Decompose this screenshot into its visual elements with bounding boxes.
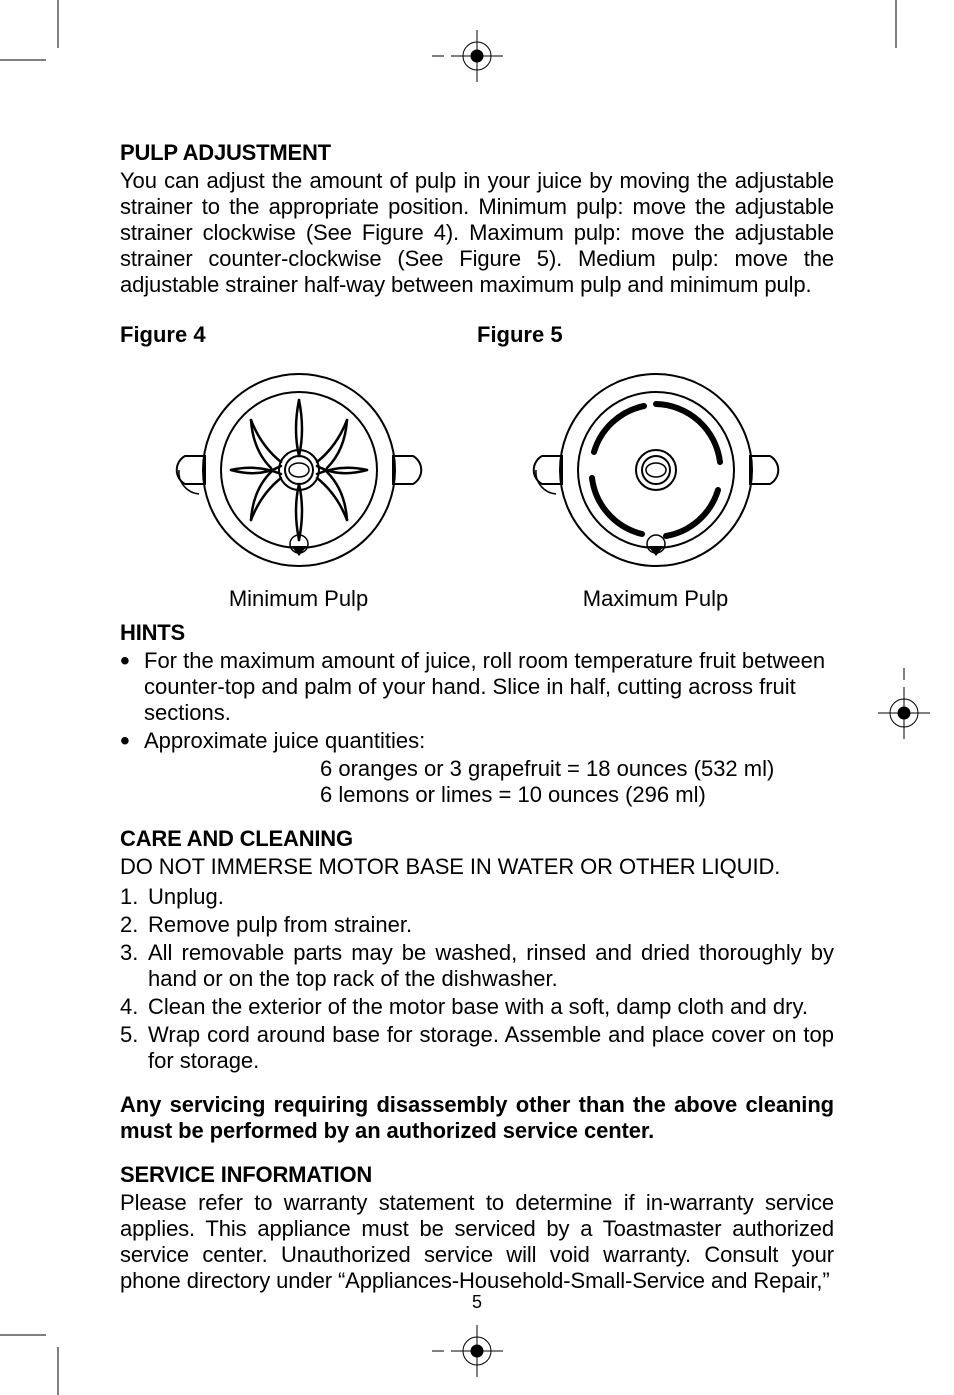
list-item: 1.Unplug.: [120, 884, 834, 910]
registration-mark-top: [432, 26, 522, 86]
figure-labels-row: Figure 4 Figure 5: [120, 322, 834, 348]
page-number: 5: [0, 1292, 954, 1313]
list-item: 2.Remove pulp from strainer.: [120, 912, 834, 938]
heading-pulp-adjustment: PULP ADJUSTMENT: [120, 140, 834, 166]
body-service-info: Please refer to warranty statement to de…: [120, 1190, 834, 1294]
care-steps-list: 1.Unplug. 2.Remove pulp from strainer. 3…: [120, 884, 834, 1074]
servicing-note: Any servicing requiring disassembly othe…: [120, 1092, 834, 1144]
step-text: Remove pulp from strainer.: [148, 912, 834, 938]
step-text: Clean the exterior of the motor base wit…: [148, 994, 834, 1020]
list-item: • For the maximum amount of juice, roll …: [120, 648, 834, 726]
caption-figure-5: Maximum Pulp: [583, 586, 728, 612]
label-figure-5: Figure 5: [477, 322, 563, 348]
registration-mark-bottom: [432, 1321, 522, 1381]
figures-row: Minimum Pulp: [120, 360, 834, 612]
hint-subline: 6 lemons or limes = 10 ounces (296 ml): [320, 782, 834, 808]
step-text: All removable parts may be washed, rinse…: [148, 940, 834, 992]
figure-5-cell: Maximum Pulp: [477, 360, 834, 612]
figure-5-strainer-max: [506, 360, 806, 580]
registration-mark-right: [874, 668, 934, 758]
bullet-icon: •: [120, 728, 144, 755]
crop-mark-tr: [834, 0, 954, 120]
step-text: Unplug.: [148, 884, 834, 910]
step-text: Wrap cord around base for storage. Assem…: [148, 1022, 834, 1074]
list-item: 4.Clean the exterior of the motor base w…: [120, 994, 834, 1020]
heading-hints: HINTS: [120, 620, 834, 646]
hint-subline: 6 oranges or 3 grapefruit = 18 ounces (5…: [320, 756, 834, 782]
list-item: 5.Wrap cord around base for storage. Ass…: [120, 1022, 834, 1074]
list-item: 3.All removable parts may be washed, rin…: [120, 940, 834, 992]
hint-text: For the maximum amount of juice, roll ro…: [144, 648, 834, 726]
hint-text: Approximate juice quantities:: [144, 728, 834, 755]
care-warning: DO NOT IMMERSE MOTOR BASE IN WATER OR OT…: [120, 854, 834, 880]
figure-4-cell: Minimum Pulp: [120, 360, 477, 612]
heading-service-info: SERVICE INFORMATION: [120, 1162, 834, 1188]
caption-figure-4: Minimum Pulp: [229, 586, 368, 612]
heading-care: CARE AND CLEANING: [120, 826, 834, 852]
label-figure-4: Figure 4: [120, 322, 477, 348]
body-pulp-adjustment: You can adjust the amount of pulp in you…: [120, 168, 834, 298]
bullet-icon: •: [120, 648, 144, 726]
hints-list: • For the maximum amount of juice, roll …: [120, 648, 834, 754]
crop-mark-tl: [0, 0, 120, 120]
page-content: PULP ADJUSTMENT You can adjust the amoun…: [120, 140, 834, 1297]
list-item: • Approximate juice quantities:: [120, 728, 834, 755]
figure-4-strainer-min: [149, 360, 449, 580]
